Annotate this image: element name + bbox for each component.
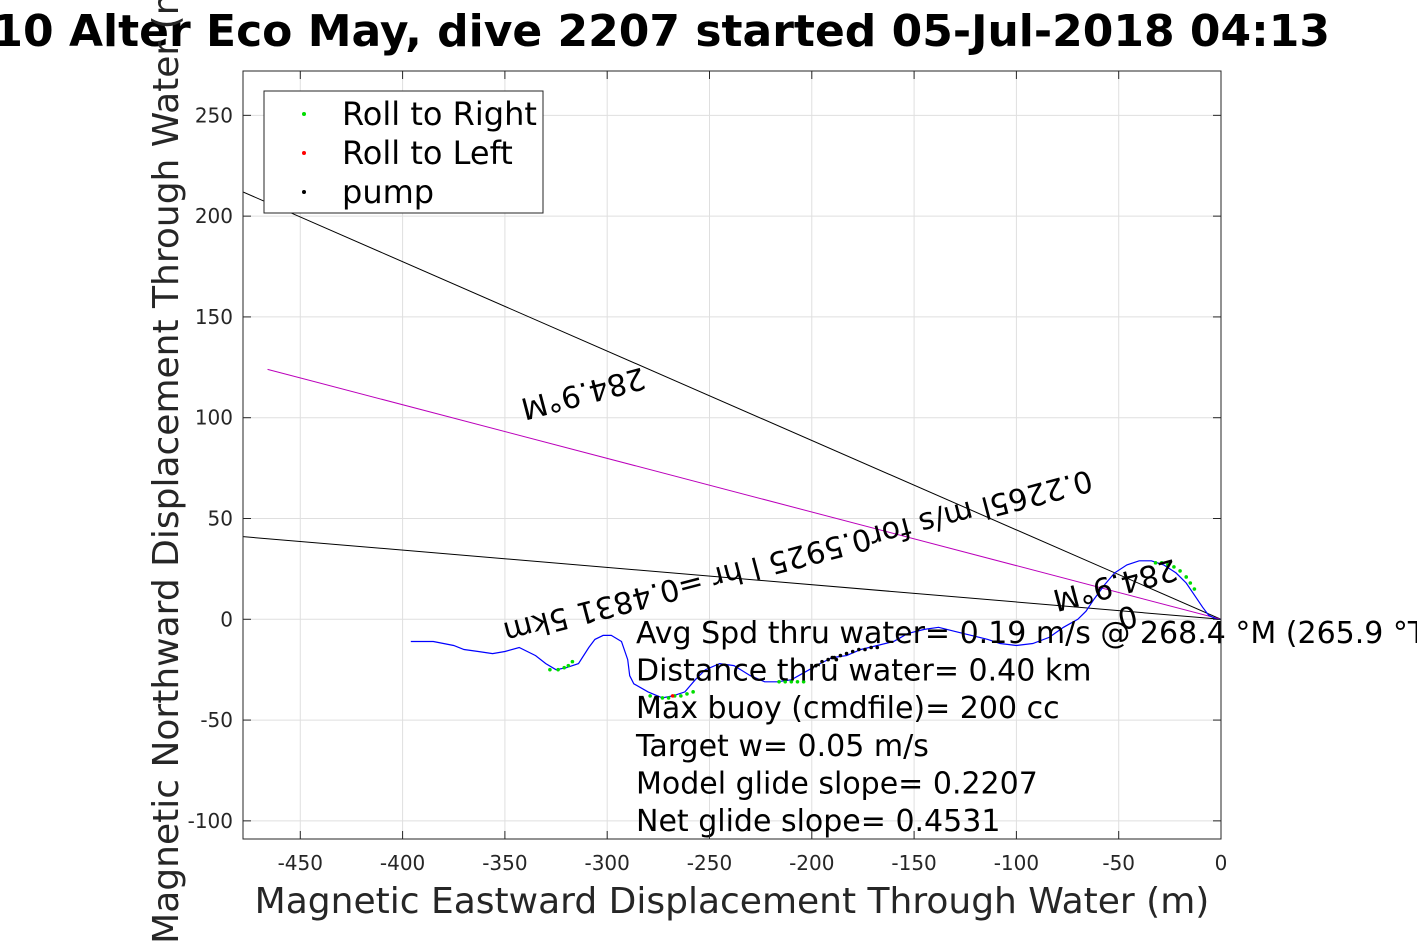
track-line	[410, 560, 1221, 699]
annotation-line: Avg Spd thru water= 0.19 m/s @ 268.4 °M …	[636, 616, 1417, 651]
roll-right-point	[566, 663, 571, 668]
y-tick-label: 150	[195, 305, 233, 329]
y-tick-label: 200	[195, 204, 233, 228]
x-tick-label: -450	[278, 851, 323, 875]
roll-right-point	[777, 679, 781, 684]
x-tick-label: 0	[1215, 851, 1228, 875]
roll-right-point	[562, 665, 567, 670]
y-tick-label: 100	[195, 406, 233, 430]
axis-ticks: -450 -400 -350 -300 -250 -200 -150 -100 -50 0 -100…	[188, 71, 1228, 875]
roll-right-point	[548, 667, 552, 672]
roll-right-point	[648, 694, 652, 698]
x-tick-label: -350	[482, 851, 527, 875]
roll-right-point	[1184, 575, 1189, 579]
legend-label: Roll to Left	[342, 134, 513, 172]
annotation-line: Net glide slope= 0.4531	[636, 804, 1000, 839]
direction-rays	[243, 191, 1221, 620]
roll-right-point	[691, 690, 695, 694]
legend-marker	[302, 112, 306, 116]
x-tick-label: -50	[1102, 851, 1135, 875]
pump-point	[820, 659, 824, 664]
annotation-line: Distance thru water= 0.40 km	[636, 654, 1091, 689]
y-tick-label: -100	[188, 809, 233, 833]
x-axis-label: Magnetic Eastward Displacement Through W…	[255, 881, 1210, 922]
y-axis-label: Magnetic Northward Displacement Through …	[146, 0, 187, 944]
direction-ray	[243, 191, 1221, 620]
pump-point	[830, 655, 835, 660]
direction-ray	[267, 368, 1221, 620]
roll-right-point	[1159, 561, 1164, 565]
x-tick-label: -150	[891, 851, 936, 875]
y-tick-label: 50	[208, 506, 233, 530]
annotation-line: Model glide slope= 0.2207	[636, 766, 1038, 801]
y-tick-label: 250	[195, 103, 233, 127]
roll-right-point	[685, 692, 689, 696]
roll-right-point	[679, 694, 683, 698]
x-tick-label: -250	[687, 851, 732, 875]
roll-right-point	[1178, 569, 1182, 573]
roll-right-point	[666, 696, 671, 700]
roll-left-point	[670, 694, 675, 698]
roll-right-point	[556, 667, 560, 672]
x-tick-label: -100	[994, 851, 1039, 875]
roll-right-point	[789, 679, 794, 684]
roll-right-point	[660, 696, 665, 700]
roll-right-point	[1188, 581, 1193, 585]
roll-right-point	[1166, 563, 1170, 567]
legend-marker	[302, 151, 306, 155]
pump-point	[850, 649, 855, 654]
roll-right-point	[654, 696, 659, 700]
pump-point	[863, 647, 867, 652]
legend-label: pump	[342, 173, 434, 211]
dive-annotations: Avg Spd thru water= 0.19 m/s @ 268.4 °M …	[635, 616, 1417, 839]
legend-label: Roll to Right	[342, 95, 537, 133]
legend-box	[263, 90, 544, 214]
roll-right-point	[801, 679, 806, 684]
chart-title: SG510 Alter Eco May, dive 2207 started 0…	[0, 6, 1330, 57]
plot-frame	[242, 70, 1222, 840]
pump-point	[826, 657, 830, 662]
roll-right-point	[570, 659, 575, 664]
legend-marker	[302, 190, 306, 194]
roll-right-point	[795, 679, 800, 684]
x-tick-label: -200	[789, 851, 834, 875]
roll-right-point	[783, 679, 787, 684]
annotation-line: Target w= 0.05 m/s	[635, 729, 929, 764]
pump-point	[857, 647, 861, 652]
annotation-line: Max buoy (cmdfile)= 200 cc	[636, 691, 1060, 726]
x-tick-label: -400	[380, 851, 425, 875]
y-tick-label: -50	[200, 708, 233, 732]
x-tick-label: -300	[584, 851, 629, 875]
roll-right-point	[1192, 587, 1197, 591]
pump-point	[814, 663, 818, 668]
roll-right-point	[1172, 565, 1176, 569]
pump-point	[838, 653, 843, 658]
pump-point	[834, 657, 839, 662]
y-tick-label: 0	[220, 607, 233, 631]
pump-point	[844, 651, 849, 656]
roll-right-point	[1153, 561, 1158, 565]
glider-track	[410, 560, 1221, 699]
roll-markers	[548, 561, 1197, 700]
pump-point	[875, 645, 880, 650]
pump-point	[869, 645, 873, 650]
direction-ray	[243, 536, 1221, 620]
